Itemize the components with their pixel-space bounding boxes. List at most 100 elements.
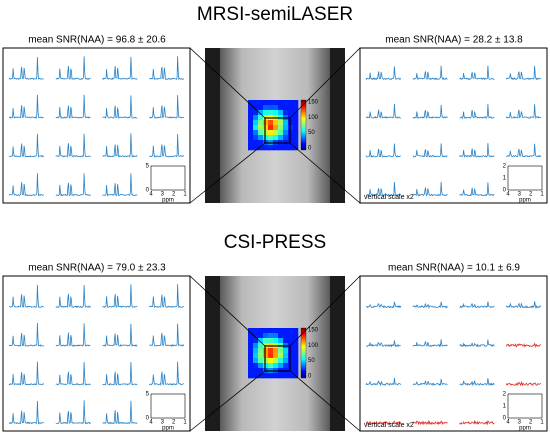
snr-map-cell [263,338,269,344]
snr-map-cell [253,338,259,344]
inset-x-tick: 2 [172,420,176,426]
snr-map-cell [258,110,264,116]
spectrum [102,362,138,386]
spectrum [55,94,91,120]
colorbar-tick: 100 [308,115,319,121]
snr-map-cell [268,130,274,136]
snr-map-cell [258,338,264,344]
snr-map-cell [258,140,264,146]
spectrum [412,65,448,81]
snr-map-cell [288,353,294,359]
snr-map-cell [258,135,264,141]
spectrum [412,104,448,120]
snr-map-cell [283,110,289,116]
snr-map-cell [258,358,264,364]
snr-map-cell [273,130,279,136]
snr-map-cell [268,110,274,116]
snr-map-cell [283,130,289,136]
snr-map-cell [288,333,294,339]
snr-map-cell [248,120,254,126]
spectra-box [2,275,191,432]
snr-map-cell [258,363,264,369]
snr-map-cell [258,343,264,349]
zoom-line [189,47,266,119]
snr-map-cell [263,353,269,359]
snr-map-cell [268,373,274,379]
snr-map-cell [283,105,289,111]
snr-map-cell [288,100,294,106]
inset-y-tick: 2 [503,392,507,398]
snr-map-cell [248,110,254,116]
inset-x-tick: 4 [506,192,510,198]
scale-note: vertical scale x2 [364,194,414,201]
snr-label: mean SNR(NAA) = 96.8 ± 20.6 [28,35,166,46]
snr-map-cell [273,373,279,379]
spectrum [55,400,91,425]
snr-map-cell [258,105,264,111]
spectra-box [2,47,191,204]
snr-map-cell [288,328,294,334]
snr-map-cell [293,125,299,131]
inset-y-tick: 0 [146,416,150,422]
snr-map-cell [253,343,259,349]
inset-x-tick: 4 [149,192,153,198]
zoom-line [189,370,266,432]
snr-map-cell [273,358,279,364]
snr-map-cell [248,363,254,369]
snr-map-cell [253,368,259,374]
spectrum [8,400,44,425]
snr-map-cell [283,145,289,151]
spectrum [505,380,541,387]
spectrum [412,339,448,348]
snr-map-cell [248,115,254,121]
snr-map-cell [263,125,269,131]
snr-map-cell [278,333,284,339]
spectrum [55,323,91,347]
spectrum [459,377,495,387]
inset-axes [150,165,186,191]
snr-map-cell [268,338,274,344]
snr-map-cell [293,100,299,106]
spectra-box [359,47,548,204]
panel-title: CSI-PRESS [224,232,326,253]
snr-map-cell [263,135,269,141]
spectrum [365,181,402,197]
spectrum [412,143,448,158]
snr-map-cell [253,358,259,364]
spectrum [8,94,44,119]
snr-map-cell [283,125,289,131]
inset-x-tick: 1 [183,420,187,426]
snr-map-cell [263,130,269,136]
zoom-line [289,47,361,119]
spectrum [505,65,542,81]
snr-map-cell [268,363,274,369]
inset-y-tick: 1 [503,404,507,410]
snr-map-cell [278,145,284,151]
spectrum [459,301,495,309]
snr-map-cell [273,333,279,339]
inset-x-tick: 3 [161,420,165,426]
spectra-box [359,275,548,432]
snr-map-cell [273,363,279,369]
snr-map-cell [253,328,259,334]
snr-map-cell [293,135,299,141]
zoom-line [289,275,361,347]
spectrum [8,133,44,158]
spectrum [8,173,44,197]
spectrum [102,56,138,80]
snr-map-cell [263,363,269,369]
zoom-line [289,142,361,204]
spectrum [365,143,401,158]
snr-map-cell [278,338,284,344]
snr-map-cell [248,358,254,364]
snr-map-cell [263,328,269,334]
spectrum [365,377,402,387]
snr-map-cell [293,368,299,374]
colorbar-tick: 50 [308,130,315,136]
inset-y-tick: 2 [503,164,507,170]
snr-map-cell [253,100,259,106]
spectrum [55,173,91,197]
spectrum [102,133,138,158]
snr-map-cell [278,130,284,136]
inset-y-tick: 5 [146,164,150,170]
